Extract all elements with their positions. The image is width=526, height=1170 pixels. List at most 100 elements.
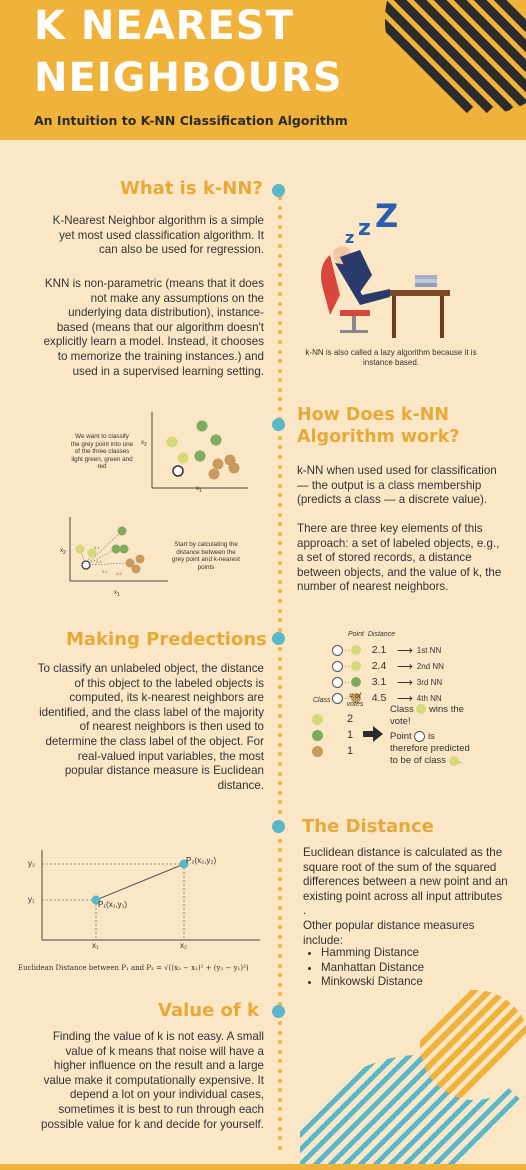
plot1-y-axis-label: x2 — [141, 440, 147, 449]
unknown-point-icon — [332, 692, 343, 704]
neighbor-dot — [351, 677, 361, 687]
vote-row: 1 — [312, 743, 372, 759]
plot2-y-axis-label: x2 — [60, 548, 66, 557]
plot1-note: We want to classify the grey point into … — [70, 433, 134, 471]
stripes-decoration-icon — [385, 0, 526, 115]
nn-table: ·· 2.1 ⟶ 1st NN ·· 2.4 ⟶ 2nd NN ·· 3.1 ⟶ 3rd NN ·· 4.… — [332, 642, 512, 706]
unknown-point-icon — [332, 644, 343, 656]
plot1-x-axis-label: x1 — [196, 486, 202, 495]
section-title-how-line-2: Algorithm work? — [297, 427, 460, 447]
arrow-right-icon — [363, 726, 383, 742]
y1-label: y₁ — [28, 895, 35, 904]
arrow-right-icon: ⟶ — [397, 692, 413, 705]
dotted-connector: ·· — [344, 645, 350, 655]
timeline-marker — [272, 1005, 285, 1018]
footer-bar — [0, 1164, 526, 1170]
what-is-paragraph-2: KNN is non-parametric (means that it doe… — [43, 277, 264, 378]
predicted-class-text: Point is therefore predicted to be of cl… — [390, 731, 470, 767]
distance-measures-list: Hamming DistanceManhattan DistanceMinkow… — [303, 946, 521, 990]
decorative-circles-icon — [300, 990, 526, 1170]
nn-distance: 4.5 — [371, 692, 387, 704]
section-title-how-line-1: How Does k-NN — [297, 405, 450, 425]
x1-label: x₁ — [92, 941, 99, 950]
subtitle: An Intuition to K-NN Classification Algo… — [34, 113, 348, 128]
value-k-paragraph: Finding the value of k is not easy. A sm… — [41, 1030, 264, 1131]
distance-measure-item: Manhattan Distance — [321, 961, 521, 976]
how-paragraph-1: k-NN when used used for classification —… — [297, 464, 497, 507]
vote-row: 2 — [312, 711, 372, 727]
winning-class-dot — [416, 704, 427, 715]
header-banner: K NEAREST NEIGHBOURS An Intuition to K-N… — [0, 0, 526, 140]
section-title-distance: The Distance — [302, 816, 434, 837]
timeline-marker — [272, 820, 285, 833]
neighbor-dot — [351, 645, 361, 655]
svg-text:Z: Z — [375, 197, 398, 235]
votes-header-votes: # of votes — [346, 693, 364, 708]
point-p2-label: P₂(x₂,y₂) — [186, 856, 217, 865]
nn-label: 1st NN — [416, 645, 442, 655]
euclidean-distance-diagram — [41, 850, 260, 941]
unknown-point-icon — [332, 660, 343, 672]
title-line-2: NEIGHBOURS — [34, 55, 343, 101]
nn-row: ·· 4.5 ⟶ 4th NN — [332, 690, 512, 706]
votes-header-class: Class — [313, 697, 331, 704]
vote-count: 1 — [347, 745, 354, 757]
timeline-marker — [272, 418, 285, 431]
nn-row: ·· 2.1 ⟶ 1st NN — [332, 642, 512, 658]
class-wins-text: Class wins the vote! — [390, 704, 464, 727]
dotted-connector: ·· — [344, 677, 350, 687]
unknown-point-icon — [332, 676, 343, 688]
dotted-connector: ·· — [344, 693, 350, 703]
nn-distance: 2.4 — [371, 660, 387, 672]
neighbor-dot — [351, 661, 361, 671]
dotted-connector: ·· — [344, 661, 350, 671]
arrow-right-icon: ⟶ — [397, 660, 413, 673]
y2-label: y₂ — [28, 859, 36, 868]
nn-label: 2nd NN — [416, 661, 444, 671]
distance-measure-item: Hamming Distance — [321, 946, 521, 961]
distance-measure-item: Minkowski Distance — [321, 975, 521, 990]
sleeping-person-illustration: z z Z — [321, 197, 450, 338]
vote-row: 1 — [312, 727, 372, 743]
nn-label: 4th NN — [416, 693, 442, 703]
what-is-paragraph-1: K-Nearest Neighbor algorithm is a simple… — [52, 214, 264, 257]
class-dot — [312, 729, 323, 741]
svg-text:2.1: 2.1 — [94, 545, 100, 550]
euclidean-formula: Euclidean Distance between P₁ and P₂ = √… — [18, 964, 249, 972]
vote-count: 2 — [347, 713, 354, 725]
plot2-note: Start by calculating the distance betwee… — [172, 541, 240, 571]
predictions-paragraph: To classify an unlabeled object, the dis… — [37, 662, 264, 792]
x2-label: x₂ — [180, 941, 188, 950]
how-paragraph-2: There are three key elements of this app… — [297, 522, 502, 594]
timeline-marker — [272, 184, 285, 197]
vote-count: 1 — [347, 729, 354, 741]
predicted-class-dot — [448, 755, 459, 766]
timeline-dots — [275, 196, 285, 1156]
svg-text:z: z — [358, 216, 371, 241]
neighbor-dot — [351, 693, 361, 703]
timeline-marker — [272, 632, 285, 645]
svg-text:z: z — [345, 228, 354, 247]
distance-paragraph-2: Other popular distance measures include: — [303, 919, 475, 947]
arrow-right-icon: ⟶ — [397, 644, 413, 657]
class-dot — [312, 713, 323, 725]
title-line-1: K NEAREST — [34, 3, 294, 49]
arrow-right-icon: ⟶ — [397, 676, 413, 689]
plot2-x-axis-label: x1 — [114, 590, 120, 599]
nn-table-header: Point Distance — [348, 631, 396, 638]
svg-text:3.1: 3.1 — [102, 569, 108, 574]
scatter-plot-1 — [151, 412, 248, 489]
nn-distance: 2.1 — [371, 644, 387, 656]
svg-text:4.5: 4.5 — [116, 571, 122, 576]
point-p1-label: P₁(x₁,y₁) — [98, 900, 127, 909]
scatter-plot-2: 2.1 2.4 3.1 4.5 — [69, 517, 168, 582]
nn-distance: 3.1 — [371, 676, 387, 688]
votes-table: 2 1 1 — [312, 711, 372, 759]
nn-label: 3rd NN — [416, 677, 443, 687]
nn-row: ·· 2.4 ⟶ 2nd NN — [332, 658, 512, 674]
class-dot — [312, 745, 323, 757]
section-title-value-k: Value of k — [158, 1000, 259, 1021]
nn-row: ·· 3.1 ⟶ 3rd NN — [332, 674, 512, 690]
distance-paragraph-1: Euclidean distance is calculated as the … — [303, 846, 508, 918]
lazy-caption: k-NN is also called a lazy algorithm bec… — [305, 348, 477, 367]
